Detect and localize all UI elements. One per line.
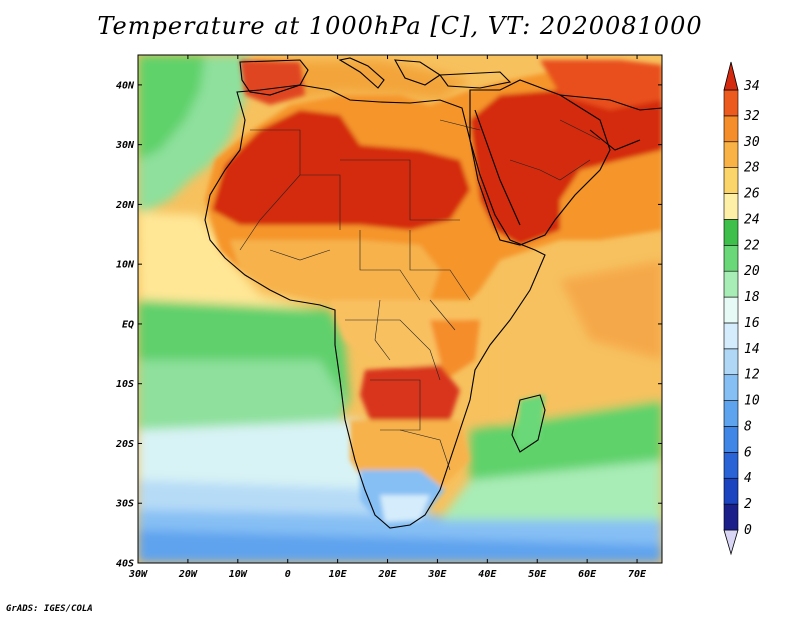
lat-tick-label: EQ bbox=[122, 319, 134, 330]
colorbar-label: 32 bbox=[743, 109, 760, 124]
colorbar-label: 0 bbox=[744, 523, 752, 538]
map-title: Temperature at 1000hPa [C], VT: 20200810… bbox=[97, 12, 703, 40]
colorbar-label: 4 bbox=[744, 471, 752, 486]
colorbar-label: 28 bbox=[744, 161, 760, 176]
lat-tick-label: 40S bbox=[116, 559, 134, 570]
lon-tick-label: 50E bbox=[528, 569, 547, 580]
lon-tick-label: 30E bbox=[427, 569, 447, 580]
colorbar-label: 30 bbox=[743, 135, 760, 150]
lon-tick-label: 20E bbox=[377, 569, 397, 580]
lat-tick-label: 40N bbox=[116, 80, 135, 91]
lon-tick-label: 0 bbox=[285, 569, 291, 580]
lon-tick-label: 70E bbox=[628, 569, 647, 580]
colorbar-segment bbox=[723, 400, 739, 427]
lon-tick-label: 20W bbox=[178, 569, 198, 580]
lon-tick-label: 10W bbox=[229, 569, 248, 580]
colorbar-label: 2 bbox=[744, 497, 752, 512]
lon-tick-label: 30W bbox=[128, 569, 148, 580]
colorbar-segment bbox=[723, 270, 739, 298]
colorbar-segment bbox=[723, 322, 739, 350]
colorbar-segment bbox=[723, 115, 739, 143]
colorbar-label: 26 bbox=[744, 187, 760, 202]
latitude-axis: 40N 30N 20N 10N EQ 10S 20S 30S 40S bbox=[115, 80, 662, 570]
credit-label: GrADS: IGES/COLA bbox=[6, 604, 93, 614]
colorbar-segment bbox=[723, 477, 739, 505]
longitude-axis: 30W 20W 10W 0 10E 20E 30E 40E 50E 60E 70E bbox=[128, 55, 647, 580]
colorbar-label: 34 bbox=[743, 79, 760, 94]
colorbar-label: 18 bbox=[744, 290, 760, 305]
lat-tick-label: 30S bbox=[115, 499, 134, 510]
colorbar-label: 14 bbox=[744, 342, 760, 357]
colorbar-segment bbox=[723, 426, 739, 453]
colorbar-segment bbox=[723, 503, 739, 531]
colorbar-segment bbox=[723, 89, 739, 117]
colorbar-segment bbox=[723, 348, 739, 376]
lat-tick-label: 10S bbox=[116, 379, 134, 390]
lon-tick-label: 10E bbox=[329, 569, 348, 580]
lon-tick-label: 60E bbox=[578, 569, 597, 580]
lat-tick-label: 20N bbox=[115, 200, 135, 211]
colorbar-segment bbox=[723, 167, 739, 194]
lat-tick-label: 10N bbox=[116, 260, 135, 271]
colorbar-label: 8 bbox=[744, 419, 752, 434]
lon-tick-label: 40E bbox=[478, 569, 497, 580]
colorbar-min-triangle bbox=[723, 529, 739, 556]
lat-tick-label: 30N bbox=[115, 140, 135, 151]
colorbar-max-triangle bbox=[723, 61, 739, 91]
colorbar-label: 16 bbox=[744, 316, 760, 331]
colorbar-segment bbox=[723, 452, 739, 479]
colorbar-label: 10 bbox=[744, 394, 760, 409]
lat-tick-label: 20S bbox=[115, 439, 134, 450]
map-frame bbox=[137, 54, 663, 564]
colorbar-segment bbox=[723, 141, 739, 168]
colorbar-segment bbox=[723, 296, 739, 324]
colorbar-segment bbox=[723, 193, 739, 220]
colorbar-label: 12 bbox=[744, 368, 760, 383]
colorbar-label: 22 bbox=[744, 238, 760, 253]
colorbar-label: 24 bbox=[744, 212, 760, 227]
colorbar-segment bbox=[723, 219, 739, 246]
colorbar-label: 6 bbox=[744, 445, 752, 460]
colorbar-segment bbox=[723, 244, 739, 272]
colorbar-label: 20 bbox=[744, 264, 760, 279]
temperature-field bbox=[138, 55, 662, 563]
colorbar-segment bbox=[723, 374, 739, 401]
